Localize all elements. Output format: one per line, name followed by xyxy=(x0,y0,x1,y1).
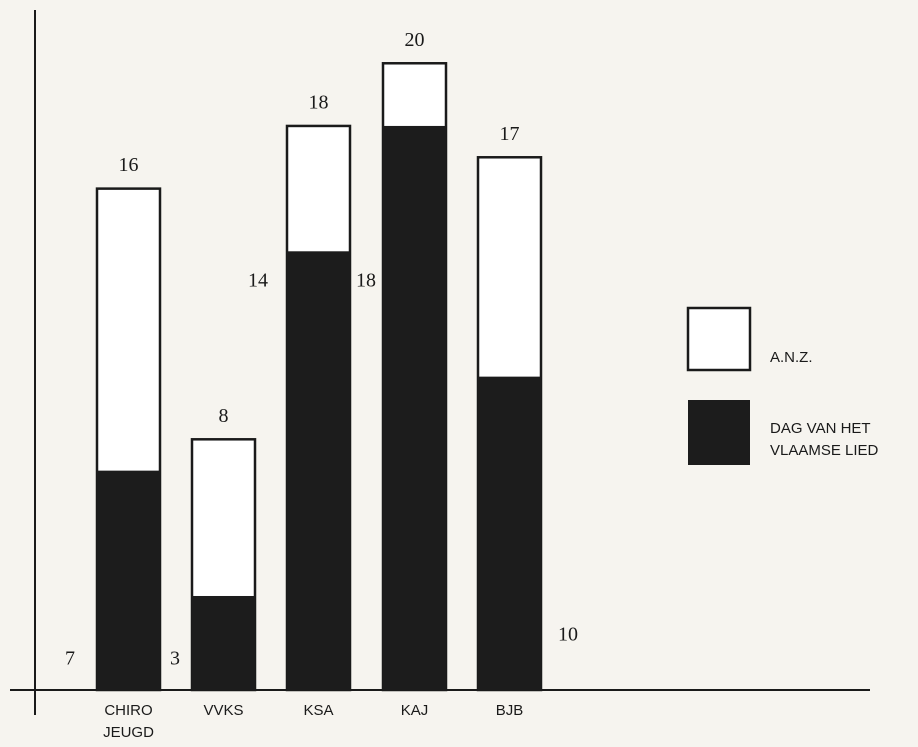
bar-dark xyxy=(287,251,350,690)
legend-label: A.N.Z. xyxy=(770,349,813,366)
x-tick-label: KSA xyxy=(303,702,334,719)
value-label: 14 xyxy=(248,270,268,292)
value-label: 7 xyxy=(65,648,75,670)
value-label: 8 xyxy=(219,405,229,427)
value-label: 3 xyxy=(170,648,180,670)
x-tick-label: VVKS xyxy=(203,702,244,719)
value-label: 17 xyxy=(500,123,520,145)
bar-dark xyxy=(383,125,446,690)
x-tick-label: CHIRO JEUGD xyxy=(103,702,154,741)
bar-dark xyxy=(97,470,160,690)
legend-label: DAG VAN HET VLAAMSE LIED xyxy=(770,420,879,459)
value-label: 10 xyxy=(558,624,578,646)
bar-dark xyxy=(478,376,541,690)
bar-dark xyxy=(192,595,255,690)
value-label: 18 xyxy=(309,92,329,114)
legend-swatch xyxy=(688,400,750,465)
value-label: 16 xyxy=(119,154,139,176)
x-tick-label: BJB xyxy=(495,702,524,719)
value-label: 20 xyxy=(405,29,425,51)
value-label: 18 xyxy=(356,270,376,292)
x-tick-label: KAJ xyxy=(400,702,429,719)
legend-swatch xyxy=(686,306,752,372)
